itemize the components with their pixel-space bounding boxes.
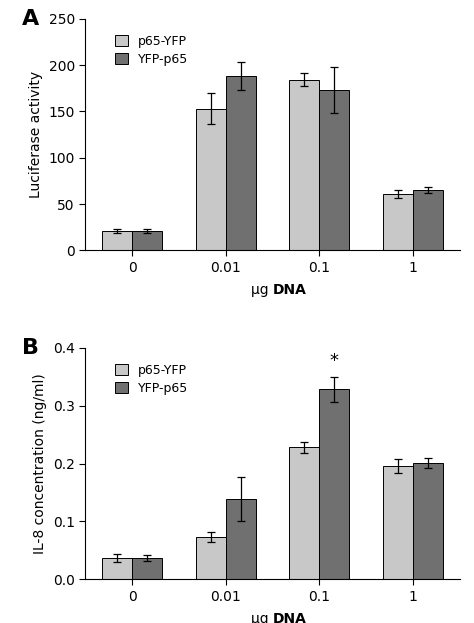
Text: DNA: DNA <box>273 612 306 623</box>
Y-axis label: IL-8 concentration (ng/ml): IL-8 concentration (ng/ml) <box>33 373 47 554</box>
Text: μg: μg <box>251 283 273 297</box>
Bar <box>196 108 226 250</box>
Legend: p65-YFP, YFP-p65: p65-YFP, YFP-p65 <box>110 359 193 399</box>
Text: DNA: DNA <box>273 283 306 297</box>
Bar <box>290 80 319 250</box>
Bar <box>290 447 319 579</box>
Bar <box>383 194 413 250</box>
Bar <box>102 558 132 579</box>
Bar <box>413 190 443 250</box>
Bar <box>132 558 162 579</box>
Bar <box>413 463 443 579</box>
Legend: p65-YFP, YFP-p65: p65-YFP, YFP-p65 <box>110 29 193 70</box>
Bar <box>319 90 349 250</box>
Bar <box>196 537 226 579</box>
Bar <box>319 389 349 579</box>
Bar <box>102 231 132 250</box>
Bar <box>132 231 162 250</box>
Text: B: B <box>22 338 39 358</box>
Bar <box>383 466 413 579</box>
Text: A: A <box>22 9 39 29</box>
Bar <box>226 500 255 579</box>
Text: *: * <box>330 352 339 369</box>
Text: μg: μg <box>251 612 273 623</box>
Bar <box>226 76 255 250</box>
Y-axis label: Luciferase activity: Luciferase activity <box>29 71 43 198</box>
